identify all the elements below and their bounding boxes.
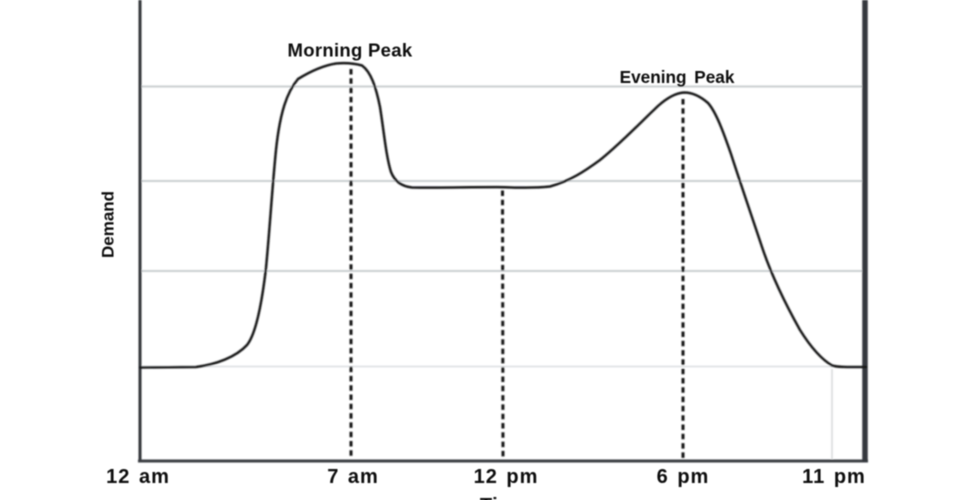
svg-text:Evening Peak: Evening Peak	[620, 67, 735, 87]
svg-text:Time: Time	[480, 495, 528, 500]
svg-text:Morning Peak: Morning Peak	[288, 40, 413, 61]
svg-text:12 am: 12 am	[106, 466, 170, 488]
svg-text:6 pm: 6 pm	[657, 466, 710, 488]
svg-text:12 pm: 12 pm	[474, 466, 539, 488]
svg-text:7 am: 7 am	[327, 466, 379, 488]
svg-text:11 pm: 11 pm	[802, 466, 866, 488]
svg-text:Demand: Demand	[99, 191, 118, 258]
